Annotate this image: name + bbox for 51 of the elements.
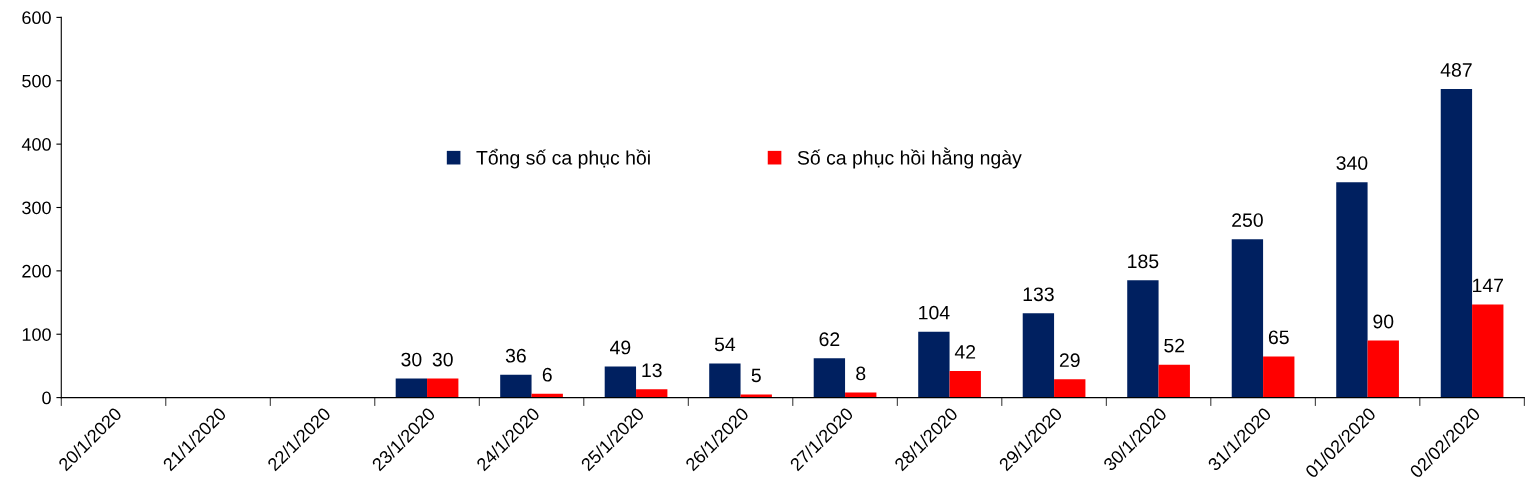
data-label: 487	[1440, 63, 1472, 77]
legend-label: Tổng số ca phục hồi	[476, 148, 650, 169]
y-tick-label: 100	[22, 328, 51, 341]
data-label: 42	[954, 345, 976, 359]
data-label: 340	[1336, 156, 1368, 170]
data-label: 185	[1128, 254, 1159, 269]
bar	[1336, 182, 1368, 398]
y-tick-label: 500	[22, 74, 51, 88]
data-label: 29	[1059, 353, 1080, 368]
bar	[1022, 313, 1055, 398]
y-tick-label: 200	[22, 264, 51, 278]
bar	[709, 363, 741, 398]
bar	[1440, 89, 1473, 398]
data-label: 54	[714, 337, 736, 352]
data-label: 62	[819, 332, 840, 347]
data-label: 13	[642, 363, 662, 378]
data-label: 250	[1232, 213, 1263, 227]
legend-label: Số ca phục hồi hằng ngày	[797, 147, 1022, 169]
data-label: 5	[751, 368, 761, 383]
bar	[636, 389, 668, 398]
bar	[813, 358, 846, 398]
data-label: 49	[610, 340, 631, 355]
data-label: 147	[1473, 278, 1504, 293]
bar	[740, 394, 772, 398]
bar	[1263, 356, 1295, 398]
data-label: 36	[505, 348, 526, 363]
bar	[1367, 340, 1399, 398]
y-tick-label: 300	[22, 201, 51, 215]
data-label: 6	[542, 367, 552, 382]
bar	[1054, 379, 1086, 398]
data-label: 30	[401, 352, 422, 367]
bar	[1231, 239, 1264, 398]
bar	[500, 374, 532, 398]
bar	[1472, 304, 1504, 398]
data-label: 90	[1373, 314, 1394, 329]
bar	[395, 378, 428, 398]
data-label: 30	[432, 352, 453, 367]
y-tick-label: 400	[21, 138, 51, 151]
bar	[949, 370, 981, 398]
bar	[1127, 280, 1159, 398]
data-label: 133	[1023, 287, 1054, 302]
bar	[918, 331, 950, 398]
data-label: 8	[856, 366, 866, 381]
y-tick-label: 600	[22, 11, 51, 25]
bar	[427, 378, 459, 398]
data-label: 52	[1164, 338, 1185, 353]
bar	[604, 366, 637, 398]
y-tick-label: 0	[42, 391, 51, 405]
bar	[1158, 364, 1190, 398]
data-label: 65	[1268, 330, 1289, 345]
data-label: 104	[919, 305, 950, 320]
